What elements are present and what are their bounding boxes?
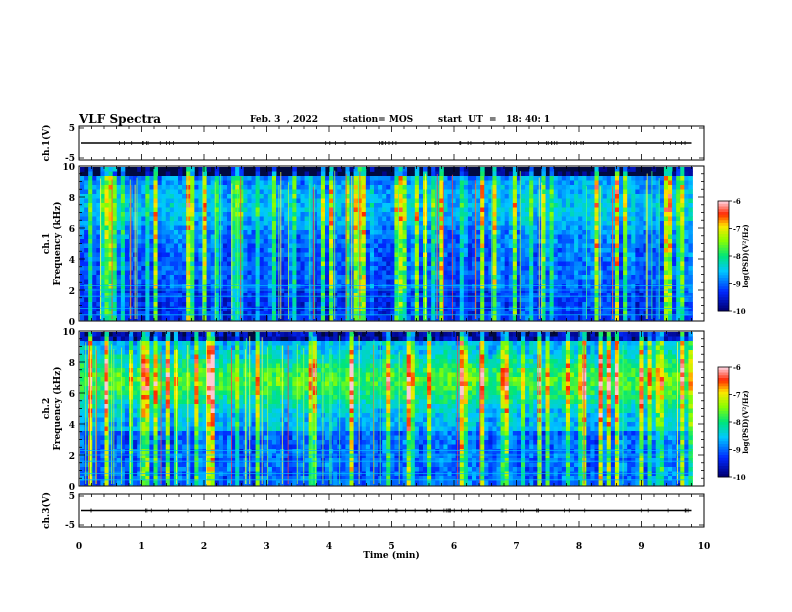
ch3-waveform-ytick-0: 5 (69, 492, 75, 502)
ch1-waveform-ytick-0: 5 (69, 124, 75, 134)
ch1-spectrogram-colorbar-tick-2: -8 (733, 252, 741, 261)
x-tick-2: 2 (201, 542, 207, 552)
ch3-waveform (78, 493, 705, 528)
ch2-spectrogram-ylabel-frequency: Frequency (kHz) (52, 366, 63, 450)
ch2-spectrogram-ytick-5: 10 (62, 328, 75, 338)
ch2-spectrogram-colorbar-tick-3: -9 (733, 446, 741, 455)
x-tick-1: 1 (138, 542, 144, 552)
ch3-waveform-ytick-1: -5 (65, 521, 75, 531)
x-tick-4: 4 (326, 542, 332, 552)
ch1-spectrogram-colorbar-tick-4: -10 (733, 307, 746, 316)
ch1-spectrogram-colorbar-tick-1: -7 (733, 225, 741, 234)
x-tick-9: 9 (638, 542, 644, 552)
x-tick-6: 6 (451, 542, 457, 552)
ch1-spectrogram-colorbar (717, 200, 732, 312)
ch2-spectrogram-ytick-3: 6 (69, 390, 75, 400)
x-tick-3: 3 (263, 542, 269, 552)
ch1-spectrogram-ytick-1: 2 (69, 287, 75, 297)
ch2-spectrogram-ylabel-channel: ch.2 (42, 398, 52, 419)
ch2-spectrogram-ytick-0: 0 (69, 483, 75, 493)
ch1-spectrogram-ylabel-channel: ch.1 (42, 233, 52, 254)
station-label: station= MOS (343, 115, 414, 125)
ch1-spectrogram-ytick-5: 10 (62, 163, 75, 173)
ch3-waveform-ylabel: ch.3(V) (41, 492, 52, 529)
ch1-spectrogram-ytick-0: 0 (69, 318, 75, 328)
ch1-spectrogram-ytick-3: 6 (69, 225, 75, 235)
ch2-spectrogram-ytick-4: 8 (69, 359, 75, 369)
start-time-label: start UT = 18: 40: 1 (438, 115, 551, 125)
ch1-spectrogram (78, 165, 732, 322)
x-axis-label: Time (min) (363, 550, 420, 561)
ch1-waveform-ytick-1: -5 (65, 154, 75, 164)
ch2-spectrogram-colorbar-tick-4: -10 (733, 473, 746, 482)
ch2-spectrogram-colorbar-tick-1: -7 (733, 391, 741, 400)
ch1-spectrogram-ylabel-frequency: Frequency (kHz) (52, 201, 63, 285)
ch1-spectrogram-ytick-4: 8 (69, 194, 75, 204)
ch1-spectrogram-colorbar-tick-0: -6 (733, 197, 741, 206)
ch2-spectrogram (78, 330, 732, 487)
ch2-spectrogram-colorbar-label: log(PSD)(V²/Hz) (741, 390, 750, 454)
ch1-spectrogram-ytick-2: 4 (69, 256, 75, 266)
x-tick-5: 5 (388, 542, 394, 552)
ch1-waveform-ylabel: ch.1(V) (41, 125, 52, 162)
ch1-waveform (78, 125, 705, 161)
x-tick-7: 7 (513, 542, 519, 552)
ch1-spectrogram-image (80, 167, 693, 321)
x-tick-8: 8 (576, 542, 582, 552)
x-tick-10: 10 (698, 542, 711, 552)
x-tick-0: 0 (76, 542, 82, 552)
ch2-spectrogram-colorbar (717, 366, 732, 478)
chart-title: VLF Spectra (79, 112, 162, 126)
ch1-spectrogram-colorbar-tick-3: -9 (733, 280, 741, 289)
ch1-spectrogram-colorbar-label: log(PSD)(V²/Hz) (741, 224, 750, 288)
ch2-spectrogram-colorbar-tick-0: -6 (733, 363, 741, 372)
ch2-spectrogram-image (80, 332, 693, 486)
ch2-spectrogram-ytick-2: 4 (69, 421, 75, 431)
ch2-spectrogram-ytick-1: 2 (69, 452, 75, 462)
ch2-spectrogram-colorbar-tick-2: -8 (733, 418, 741, 427)
date-label: Feb. 3 , 2022 (250, 115, 319, 125)
